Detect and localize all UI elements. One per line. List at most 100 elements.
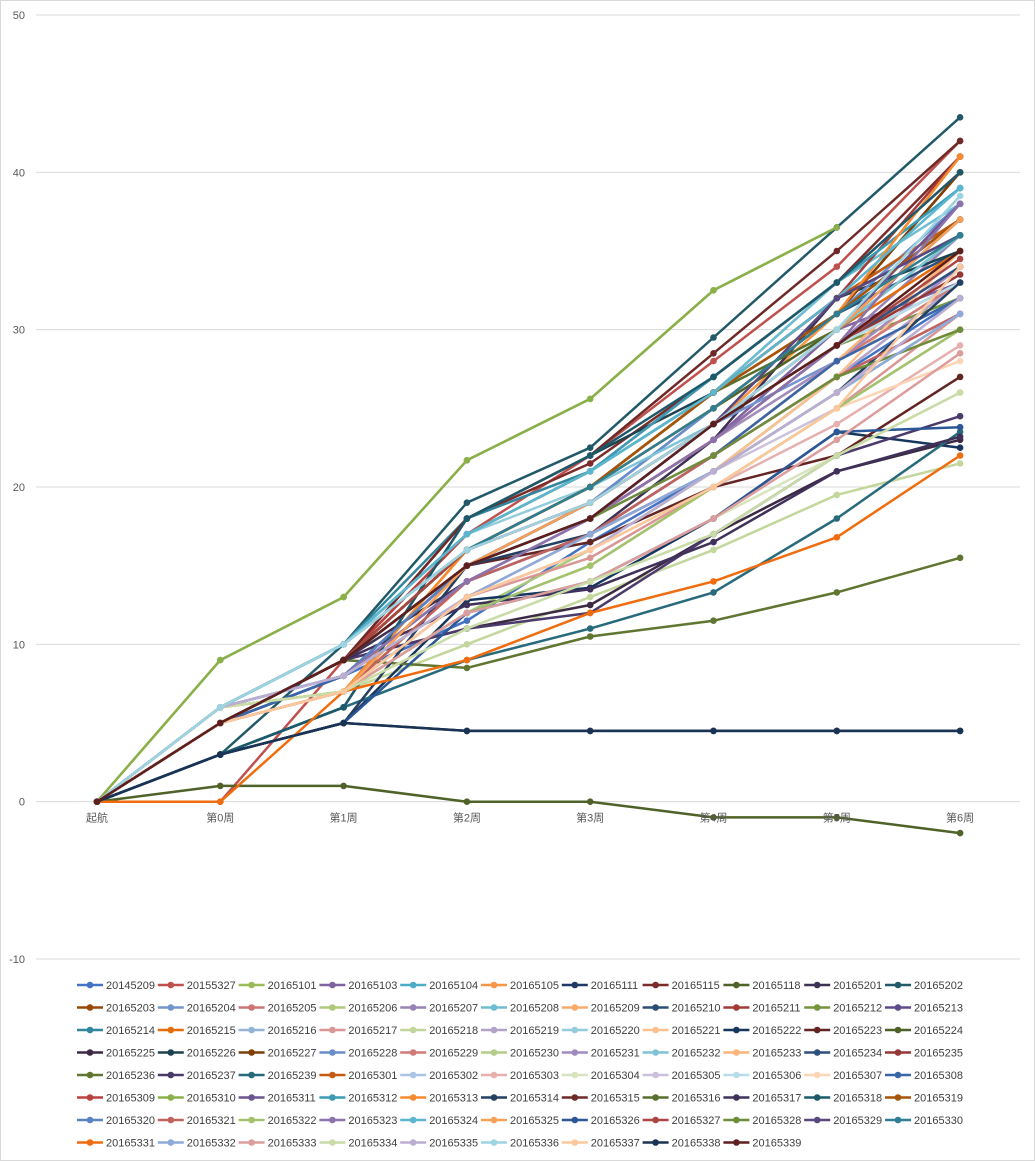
- legend-item: 20165325: [481, 1115, 559, 1127]
- legend-item: 20165236: [77, 1070, 155, 1082]
- legend-label: 20165334: [348, 1138, 397, 1150]
- legend-label: 20165217: [348, 1025, 397, 1037]
- data-point: [833, 428, 841, 436]
- legend-label: 20165314: [510, 1093, 559, 1105]
- legend-swatch-marker: [409, 1116, 417, 1124]
- series-20165326: [93, 423, 964, 805]
- data-point: [956, 294, 964, 302]
- legend-swatch-marker: [329, 981, 336, 989]
- data-point: [586, 578, 594, 585]
- legend-swatch-marker: [167, 1094, 175, 1101]
- legend-label: 20165203: [106, 1003, 155, 1015]
- data-point: [833, 420, 841, 428]
- legend-swatch-marker: [248, 981, 255, 989]
- series-20165338: [93, 719, 964, 805]
- series-20165111: [93, 719, 964, 805]
- legend-label: 20165118: [752, 980, 800, 992]
- legend-swatch-marker: [571, 1094, 579, 1101]
- data-point: [833, 389, 841, 396]
- data-point: [463, 727, 471, 735]
- x-tick-label: 起航: [86, 811, 108, 825]
- legend-swatch-marker: [86, 1071, 94, 1079]
- legend-label: 20165222: [752, 1025, 801, 1037]
- data-point: [463, 499, 471, 507]
- data-point: [956, 232, 964, 239]
- data-point: [833, 452, 841, 459]
- y-axis-ticks: -10 0 10 20 30 40 50: [9, 10, 25, 966]
- legend-label: 20165223: [833, 1025, 882, 1037]
- legend-item: 20165317: [723, 1093, 801, 1105]
- legend-label: 20165338: [672, 1138, 721, 1150]
- legend-label: 20165332: [187, 1138, 236, 1150]
- data-point: [586, 499, 594, 507]
- legend-swatch-marker: [571, 1026, 579, 1034]
- legend-label: 20155327: [187, 980, 236, 992]
- legend-item: 20165105: [481, 980, 559, 992]
- data-point: [586, 727, 594, 735]
- legend-swatch-marker: [329, 1116, 336, 1124]
- legend-item: 20165302: [400, 1070, 478, 1082]
- legend-item: 20165319: [885, 1093, 963, 1105]
- series-20165336: [93, 192, 964, 805]
- data-point: [833, 436, 841, 444]
- legend-label: 20145209: [106, 980, 155, 992]
- data-point: [463, 664, 471, 672]
- data-point: [833, 294, 841, 302]
- legend-label: 20165319: [914, 1093, 963, 1105]
- legend-item: 20165333: [238, 1138, 317, 1150]
- data-point: [710, 483, 717, 491]
- data-point: [833, 224, 841, 231]
- legend-item: 20165208: [481, 1003, 559, 1015]
- data-point: [586, 625, 594, 632]
- legend-item: 20165311: [238, 1093, 316, 1105]
- legend-label: 20165307: [833, 1070, 882, 1082]
- data-point: [340, 704, 347, 711]
- legend-item: 20165207: [400, 1003, 478, 1015]
- legend-item: 20165335: [400, 1138, 478, 1150]
- legend-label: 20165204: [187, 1003, 236, 1015]
- legend-swatch-marker: [248, 1004, 255, 1011]
- legend-swatch-marker: [86, 1139, 94, 1146]
- data-point: [956, 554, 964, 562]
- legend-item: 20165337: [561, 1138, 640, 1150]
- legend-label: 20165215: [187, 1025, 236, 1037]
- x-tick-label: 第3周: [576, 811, 604, 825]
- data-point: [833, 491, 841, 499]
- y-tick-label: 30: [13, 325, 25, 337]
- legend-label: 20165311: [268, 1093, 316, 1105]
- data-point: [956, 433, 964, 441]
- legend-item: 20165326: [561, 1115, 640, 1127]
- data-point: [956, 114, 964, 121]
- legend-item: 20165226: [157, 1048, 236, 1060]
- legend-item: 20165309: [77, 1093, 155, 1105]
- data-point: [710, 357, 717, 365]
- data-point: [833, 405, 841, 412]
- legend-label: 20165212: [833, 1003, 882, 1015]
- legend-item: 20165307: [804, 1070, 882, 1082]
- legend-swatch-marker: [490, 1139, 498, 1146]
- data-point: [586, 468, 594, 475]
- data-point: [586, 609, 594, 617]
- data-point: [586, 444, 594, 452]
- series-20165202: [93, 114, 964, 805]
- legend-item: 20165101: [238, 980, 317, 992]
- data-point: [463, 562, 471, 569]
- legend-item: 20165231: [561, 1048, 640, 1060]
- legend-item: 20165239: [238, 1070, 317, 1082]
- data-point: [956, 255, 964, 263]
- data-point: [463, 798, 471, 805]
- x-tick-label: 第0周: [206, 811, 234, 825]
- legend-item: 20165103: [319, 980, 397, 992]
- legend-item: 20165211: [723, 1003, 801, 1015]
- data-point: [956, 192, 964, 200]
- legend-swatch-marker: [733, 1116, 740, 1124]
- data-point: [956, 444, 964, 452]
- data-point: [956, 216, 964, 223]
- legend-item: 20165324: [400, 1115, 478, 1127]
- data-point: [956, 460, 964, 467]
- legend-swatch-marker: [490, 981, 498, 989]
- legend-item: 20165209: [561, 1003, 640, 1015]
- legend-item: 20165228: [319, 1048, 397, 1060]
- legend-item: 20165216: [238, 1025, 317, 1037]
- legend-swatch-marker: [571, 1071, 579, 1079]
